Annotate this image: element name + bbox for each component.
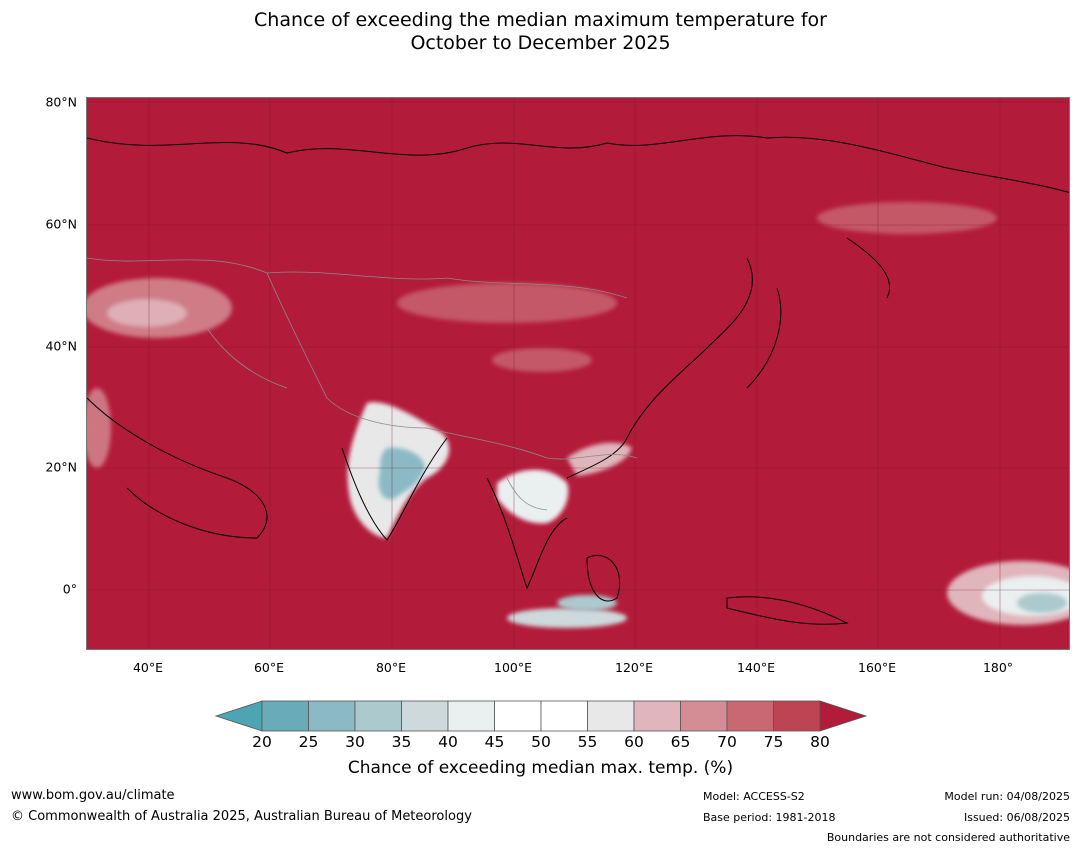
colorbar-cell	[494, 700, 542, 732]
colorbar-cell	[447, 700, 495, 732]
title-line-2: October to December 2025	[410, 32, 671, 54]
probability-patches	[87, 202, 1069, 628]
colorbar-cell	[308, 700, 356, 732]
colorbar-tick-label: 45	[484, 733, 505, 751]
coastlines	[87, 135, 1069, 625]
map-title: Chance of exceeding the median maximum t…	[0, 9, 1081, 55]
lon-label-180: 180°	[982, 660, 1014, 675]
country-borders	[87, 257, 638, 511]
map-canvas	[87, 98, 1069, 649]
patch-siberia-east	[817, 202, 997, 234]
patch-arabia	[87, 388, 111, 468]
colorbar-tick-label: 20	[252, 733, 272, 751]
coast-new-guinea	[726, 596, 849, 625]
colorbar-cell	[633, 700, 681, 732]
lon-label-140e: 140°E	[736, 660, 776, 675]
colorbar-cell	[540, 700, 588, 732]
colorbar-cell	[680, 700, 728, 732]
colorbar-tick-label: 60	[624, 733, 644, 751]
coast-east-asia	[566, 257, 753, 479]
map-panel[interactable]	[86, 97, 1070, 650]
colorbar-tick-label: 50	[531, 733, 551, 751]
colorbar-cell	[726, 700, 774, 732]
patch-tibet	[492, 348, 592, 372]
colorbar-cell	[773, 700, 821, 732]
boundaries-disclaimer: Boundaries are not considered authoritat…	[826, 831, 1070, 844]
patch-indochina	[497, 469, 569, 524]
coast-indochina	[486, 477, 568, 590]
lon-label-60e: 60°E	[253, 660, 285, 675]
model-run-date: Model run: 04/08/2025	[944, 790, 1070, 803]
colorbar-tick-label: 55	[577, 733, 598, 751]
colorbar-cells	[261, 700, 821, 732]
colorbar-tick-label: 65	[670, 733, 691, 751]
patch-borneo-south	[557, 595, 617, 611]
colorbar-tick-label: 80	[810, 733, 830, 751]
model-name: Model: ACCESS-S2	[703, 790, 805, 803]
coast-arctic	[87, 135, 1069, 193]
coast-kamchatka	[846, 237, 891, 299]
lon-label-80e: 80°E	[375, 660, 407, 675]
colorbar-tick-label: 35	[391, 733, 412, 751]
patch-south-china	[567, 442, 632, 476]
colorbar-title: Chance of exceeding median max. temp. (%…	[347, 758, 734, 778]
lon-label-100e: 100°E	[493, 660, 533, 675]
lat-label-40n: 40°N	[45, 338, 77, 354]
lat-label-80n: 80°N	[45, 94, 77, 110]
patch-central-asia	[397, 283, 617, 323]
title-line-1: Chance of exceeding the median maximum t…	[254, 9, 827, 31]
colorbar-high-arrow	[819, 700, 868, 732]
patch-java	[507, 608, 627, 628]
colorbar-cell	[401, 700, 449, 732]
colorbar-tick-label: 75	[763, 733, 784, 751]
lon-label-40e: 40°E	[132, 660, 164, 675]
colorbar-cell	[354, 700, 402, 732]
copyright-text: © Commonwealth of Australia 2025, Austra…	[11, 809, 472, 824]
colorbar-tick-label: 40	[438, 733, 458, 751]
lat-label-20n: 20°N	[45, 459, 77, 475]
coast-india	[341, 437, 448, 541]
lat-label-0: 0°	[62, 581, 77, 597]
colorbar-tick-label: 30	[345, 733, 365, 751]
lon-label-160e: 160°E	[857, 660, 897, 675]
patch-europe-core	[107, 299, 187, 327]
colorbar-low-arrow	[214, 700, 263, 732]
graticule	[87, 98, 1069, 649]
lat-label-60n: 60°N	[45, 216, 77, 232]
patch-pacific-inner	[1017, 593, 1067, 613]
colorbar-tick-label: 25	[298, 733, 319, 751]
colorbar-cell	[261, 700, 309, 732]
patch-india-core	[378, 447, 425, 500]
coast-borneo	[586, 554, 621, 602]
lon-label-120e: 120°E	[614, 660, 654, 675]
website-link[interactable]: www.bom.gov.au/climate	[11, 788, 175, 803]
coast-arabia	[87, 397, 268, 539]
colorbar-cell	[587, 700, 635, 732]
base-period: Base period: 1981-2018	[703, 811, 836, 824]
coast-japan	[746, 287, 782, 389]
colorbar-tick-label: 70	[717, 733, 737, 751]
issued-date: Issued: 06/08/2025	[963, 811, 1070, 824]
